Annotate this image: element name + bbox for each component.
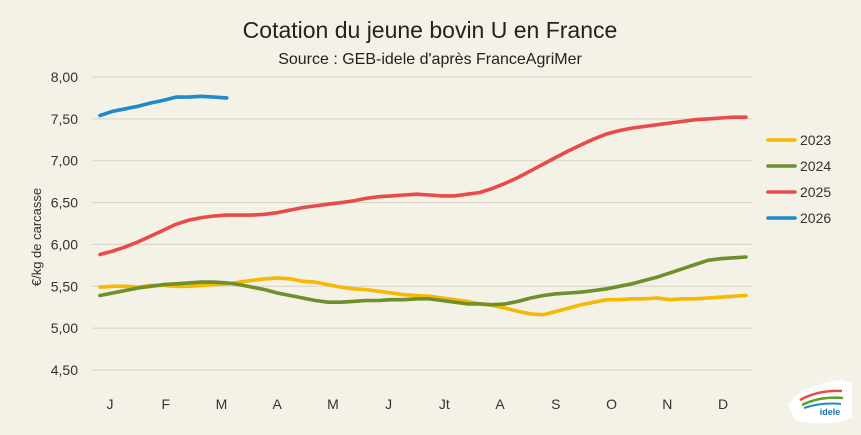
- x-tick-label: M: [327, 396, 339, 412]
- logo-swoosh-blue: [803, 402, 842, 409]
- chart-title: Cotation du jeune bovin U en France: [243, 17, 618, 43]
- logo-wordmark: idele: [820, 407, 841, 417]
- y-tick-label: 7,50: [51, 111, 78, 127]
- x-tick-label: Jt: [439, 396, 450, 412]
- x-tick-label: N: [662, 396, 672, 412]
- series-line-2023: [98, 276, 748, 317]
- y-tick-label: 8,00: [51, 69, 78, 85]
- x-tick-label: O: [606, 396, 617, 412]
- legend-label-2025: 2025: [800, 184, 831, 200]
- y-tick-label: 6,50: [51, 195, 78, 211]
- logo-swoosh-green: [801, 396, 844, 407]
- logo-background: [788, 380, 852, 424]
- series-line-2024: [98, 255, 748, 307]
- y-tick-label: 4,50: [51, 362, 78, 378]
- series-line-2025: [98, 115, 748, 257]
- series-lines: [98, 94, 748, 317]
- legend-label-2024: 2024: [800, 158, 831, 174]
- logo-swoosh-red: [799, 389, 843, 402]
- x-tick-labels: J F M A M J Jt A S O N D: [107, 396, 729, 412]
- y-tick-label: 7,00: [51, 153, 78, 169]
- chart-subtitle: Source : GEB-idele d'après FranceAgriMer: [278, 51, 582, 68]
- legend-label-2023: 2023: [800, 132, 831, 148]
- series-line-2026: [98, 94, 229, 118]
- x-tick-label: J: [385, 396, 392, 412]
- x-tick-label: M: [216, 396, 228, 412]
- legend-label-2026: 2026: [800, 210, 831, 226]
- legend: 2023 2024 2025 2026: [766, 132, 831, 226]
- x-tick-label: J: [107, 396, 114, 412]
- x-tick-label: F: [161, 396, 170, 412]
- y-tick-label: 5,00: [51, 320, 78, 336]
- idele-logo: idele: [788, 380, 852, 424]
- y-tick-label: 5,50: [51, 278, 78, 294]
- x-tick-label: D: [718, 396, 728, 412]
- x-tick-label: S: [551, 396, 560, 412]
- x-tick-label: A: [273, 396, 283, 412]
- y-tick-label: 6,00: [51, 236, 78, 252]
- y-tick-labels: 8,00 7,50 7,00 6,50 6,00 5,50 5,00 4,50: [51, 69, 78, 378]
- grid-lines: [92, 76, 752, 371]
- y-axis-label: €/kg de carcasse: [29, 188, 44, 286]
- x-tick-label: A: [495, 396, 505, 412]
